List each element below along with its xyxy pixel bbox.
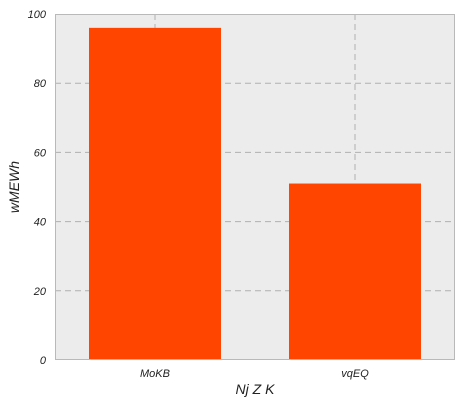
x-tick-label: MoKB xyxy=(140,368,170,380)
y-tick-label: 0 xyxy=(40,355,47,367)
y-axis-ticks: 0 20 40 60 80 100 xyxy=(28,9,47,367)
x-axis-ticks: MoKB vqEQ xyxy=(140,368,369,380)
y-tick-label: 100 xyxy=(28,9,47,21)
y-tick-label: 20 xyxy=(33,286,47,298)
y-tick-label: 40 xyxy=(34,217,47,229)
bar-MoKB xyxy=(89,27,221,361)
x-tick-label: vqEQ xyxy=(341,368,369,380)
bar-vqEQ xyxy=(289,183,421,360)
plot-frame xyxy=(55,14,455,360)
bars xyxy=(89,27,421,361)
y-tick-label: 80 xyxy=(34,78,47,90)
y-tick-label: 60 xyxy=(34,147,47,159)
y-axis-title: wMEWh xyxy=(6,161,22,213)
x-axis-title: Nj Z K xyxy=(236,381,276,397)
